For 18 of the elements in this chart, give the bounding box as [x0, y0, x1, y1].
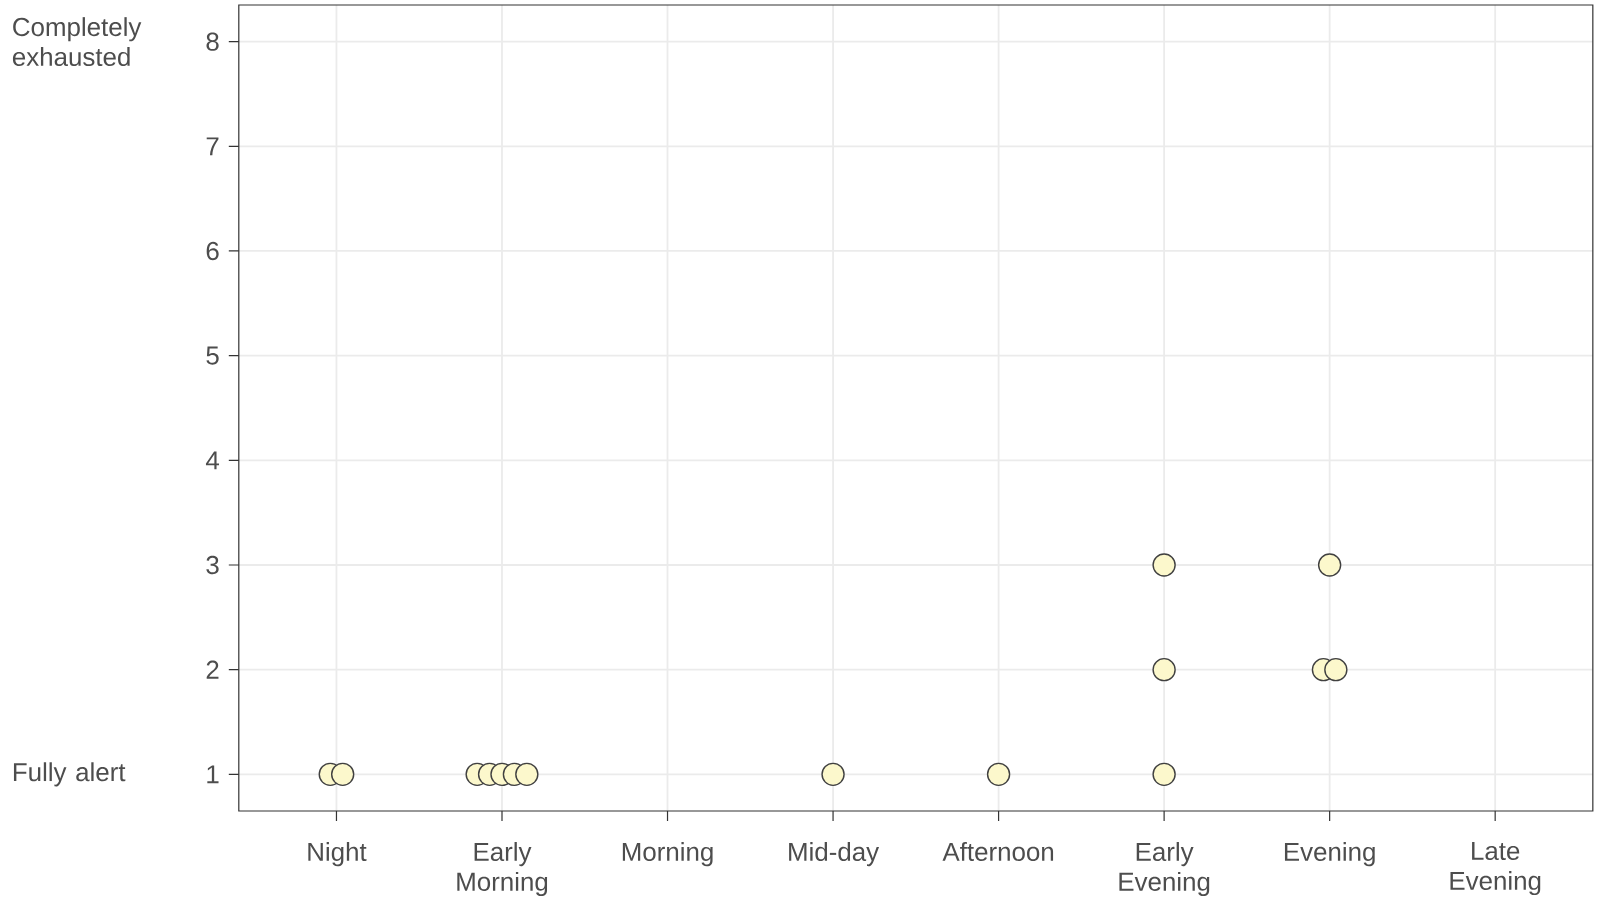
text: Completely exhausted — [12, 17, 142, 67]
y-tick-label: 4 — [205, 451, 220, 470]
y-tick-label: 5 — [206, 346, 219, 365]
x-tick-label: Morning — [622, 842, 713, 867]
x-tick-label: Late Evening — [1450, 842, 1541, 896]
x-tick-label: Night — [308, 842, 367, 867]
y-tick-label: 2 — [206, 660, 219, 679]
x-tick-label: Early Morning — [457, 842, 548, 897]
y-tick-label: 8 — [206, 32, 219, 51]
y-tick-label: 1 — [207, 765, 219, 784]
x-tick-label: Evening — [1284, 842, 1375, 867]
y-tick-label: 7 — [206, 137, 219, 156]
text: Fully alert — [13, 762, 126, 787]
y-tick-label: 6 — [206, 241, 219, 261]
x-tick-label: Mid-day — [789, 842, 880, 867]
x-tick-label: Afternoon — [942, 842, 1054, 862]
y-tick-label: 3 — [206, 555, 219, 575]
x-tick-label: Early Evening — [1119, 842, 1210, 897]
